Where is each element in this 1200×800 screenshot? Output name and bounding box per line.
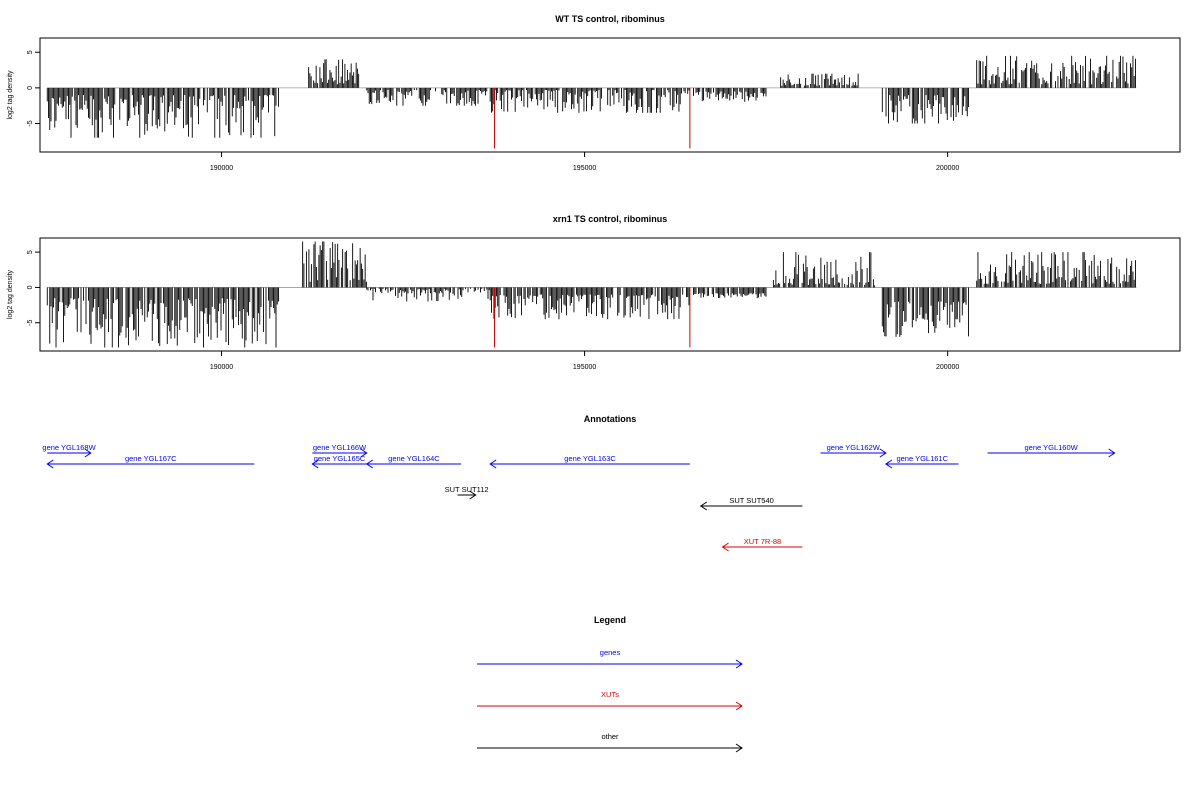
chart-title: xrn1 TS control, ribominus [553,214,668,224]
y-axis-label: log2 tag density [7,70,14,120]
annotation-label: gene YGL167C [125,454,177,463]
annotation-label: XUT 7R-88 [744,537,781,546]
annotation-feature: gene YGL160W [987,443,1116,458]
annotation-arrow-head [84,448,92,458]
legend-title: Legend [594,615,626,625]
annotation-arrow-head [699,501,708,511]
annotation-arrow-head [311,459,319,469]
legend-label: genes [600,648,621,657]
x-tick-label: 190000 [210,165,233,172]
annotation-feature: gene YGL168W [42,443,97,458]
x-tick-label: 190000 [210,364,233,371]
y-tick-label: -5 [27,320,34,326]
annotation-label: gene YGL168W [42,443,96,452]
annotations-title: Annotations [584,414,637,424]
x-tick-label: 195000 [573,364,596,371]
annotation-label: gene YGL163C [564,454,616,463]
legend-arrow-head [735,659,743,669]
annotation-label: gene YGL164C [388,454,440,463]
annotation-arrow-head [360,448,368,458]
y-axis-label: log2 tag density [7,269,14,319]
annotation-label: gene YGL165C [314,454,366,463]
annotation-feature: gene YGL164C [365,454,462,469]
y-tick-label: -5 [27,120,34,126]
plot-frame [39,37,1181,153]
annotation-label: gene YGL162W [827,443,881,452]
annotation-arrow-head [885,459,893,469]
chart-title: WT TS control, ribominus [555,14,665,24]
legend-item: genes [477,648,743,669]
annotation-label: SUT SUT112 [445,485,489,494]
y-tick-label: 0 [27,285,34,289]
y-tick-label: 0 [27,86,34,90]
annotation-arrow-head [721,542,729,552]
legend-label: other [601,732,619,741]
annotation-label: SUT SUT540 [729,496,773,505]
annotation-arrow-head [489,459,497,469]
x-tick-label: 200000 [936,364,959,371]
annotation-feature: XUT 7R-88 [721,537,803,552]
annotation-feature: gene YGL161C [885,454,959,469]
x-tick-label: 200000 [936,165,959,172]
bar-series [46,55,1136,138]
annotation-feature: gene YGL167C [46,454,255,469]
chart-panel-0: WT TS control, ribominus -5 0 5 log2 tag den… [7,14,1181,172]
annotation-label: gene YGL161C [896,454,948,463]
annotation-feature: gene YGL165C [311,454,367,469]
y-tick-label: 5 [27,50,34,54]
annotation-arrow-head [46,459,54,469]
annotation-arrow-head [365,459,374,469]
annotation-label: gene YGL160W [1024,443,1078,452]
legend-arrow-head [735,701,743,711]
annotation-feature: SUT SUT112 [445,485,489,500]
annotation-arrow-head [1108,448,1116,458]
annotation-feature: gene YGL163C [489,454,690,469]
bar-series [46,241,1136,348]
annotation-feature: gene YGL162W [820,443,887,458]
x-tick-label: 195000 [573,165,596,172]
legend-item: XUTs [477,690,743,711]
legend-item: other [477,732,743,753]
legend: Legend genes XUTs other [477,615,743,753]
annotation-arrow-head [469,490,477,500]
chart-panel-1: xrn1 TS control, ribominus -5 0 5 log2 tag d… [7,214,1181,371]
legend-arrow-head [735,743,743,753]
annotations-track: Annotations gene YGL168W gene YGL167C gene … [42,414,1116,552]
annotation-label: gene YGL166W [313,443,367,452]
annotation-arrow-head [879,448,887,458]
annotation-feature: gene YGL166W [312,443,368,458]
y-tick-label: 5 [27,250,34,254]
annotation-feature: SUT SUT540 [699,496,803,511]
legend-label: XUTs [601,690,619,699]
plot-frame [39,237,1181,352]
